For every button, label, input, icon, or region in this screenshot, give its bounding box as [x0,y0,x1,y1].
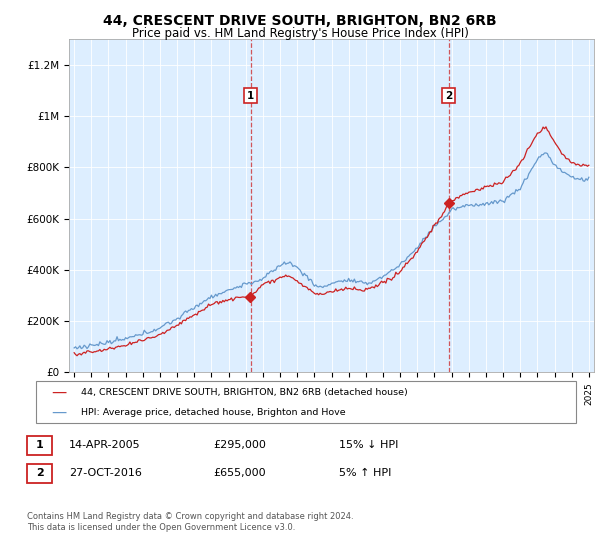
Text: 1: 1 [247,91,254,101]
Text: 27-OCT-2016: 27-OCT-2016 [69,468,142,478]
Bar [251,39,449,372]
Text: £295,000: £295,000 [213,440,266,450]
Text: 44, CRESCENT DRIVE SOUTH, BRIGHTON, BN2 6RB (detached house): 44, CRESCENT DRIVE SOUTH, BRIGHTON, BN2 … [81,388,408,397]
Text: 44, CRESCENT DRIVE SOUTH, BRIGHTON, BN2 6RB: 44, CRESCENT DRIVE SOUTH, BRIGHTON, BN2 … [103,14,497,28]
Text: —: — [51,385,66,400]
Text: 2: 2 [36,468,43,478]
Text: —: — [51,405,66,420]
Text: 14-APR-2005: 14-APR-2005 [69,440,140,450]
Text: Contains HM Land Registry data © Crown copyright and database right 2024.
This d: Contains HM Land Registry data © Crown c… [27,512,353,532]
Text: £655,000: £655,000 [213,468,266,478]
Text: HPI: Average price, detached house, Brighton and Hove: HPI: Average price, detached house, Brig… [81,408,346,417]
Text: 15% ↓ HPI: 15% ↓ HPI [339,440,398,450]
Text: 1: 1 [36,440,43,450]
Text: Price paid vs. HM Land Registry's House Price Index (HPI): Price paid vs. HM Land Registry's House … [131,27,469,40]
Text: 2: 2 [445,91,452,101]
Text: 5% ↑ HPI: 5% ↑ HPI [339,468,391,478]
